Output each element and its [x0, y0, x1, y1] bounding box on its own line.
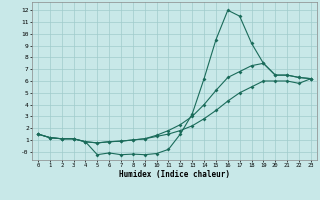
X-axis label: Humidex (Indice chaleur): Humidex (Indice chaleur) [119, 170, 230, 179]
